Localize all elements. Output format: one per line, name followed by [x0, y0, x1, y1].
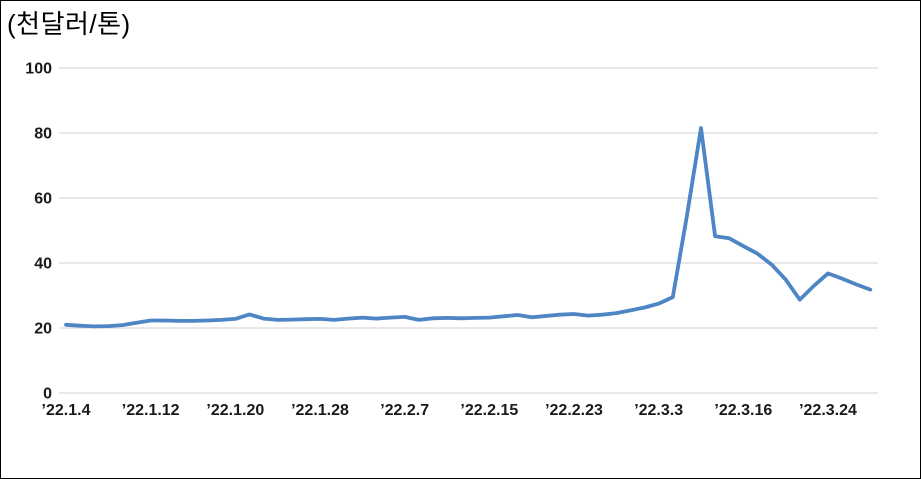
y-axis-tick-label: 80 — [34, 126, 52, 143]
x-axis-tick-label: ’22.2.23 — [545, 402, 603, 419]
price-series-line — [64, 126, 873, 329]
x-axis-tick-label: ’22.3.3 — [634, 402, 683, 419]
y-axis-tick-label: 40 — [34, 256, 52, 273]
x-axis-tick-label: ’22.3.24 — [799, 402, 857, 419]
x-axis-tick-label: ’22.2.7 — [380, 402, 429, 419]
chart-unit-title: (천달러/톤) — [7, 9, 131, 39]
x-axis-tick-label: ’22.1.12 — [122, 402, 180, 419]
x-axis-tick-label: ’22.1.28 — [291, 402, 349, 419]
y-axis-tick-label: 0 — [43, 386, 52, 403]
x-axis-tick-label: ’22.1.4 — [42, 402, 91, 419]
y-axis-tick-label: 20 — [34, 321, 52, 338]
x-axis-tick-label: ’22.2.15 — [460, 402, 518, 419]
x-axis-tick-label: ’22.1.20 — [206, 402, 264, 419]
y-axis-tick-label: 60 — [34, 191, 52, 208]
y-axis-tick-label: 100 — [25, 61, 52, 78]
x-axis-tick-label: ’22.3.16 — [714, 402, 772, 419]
